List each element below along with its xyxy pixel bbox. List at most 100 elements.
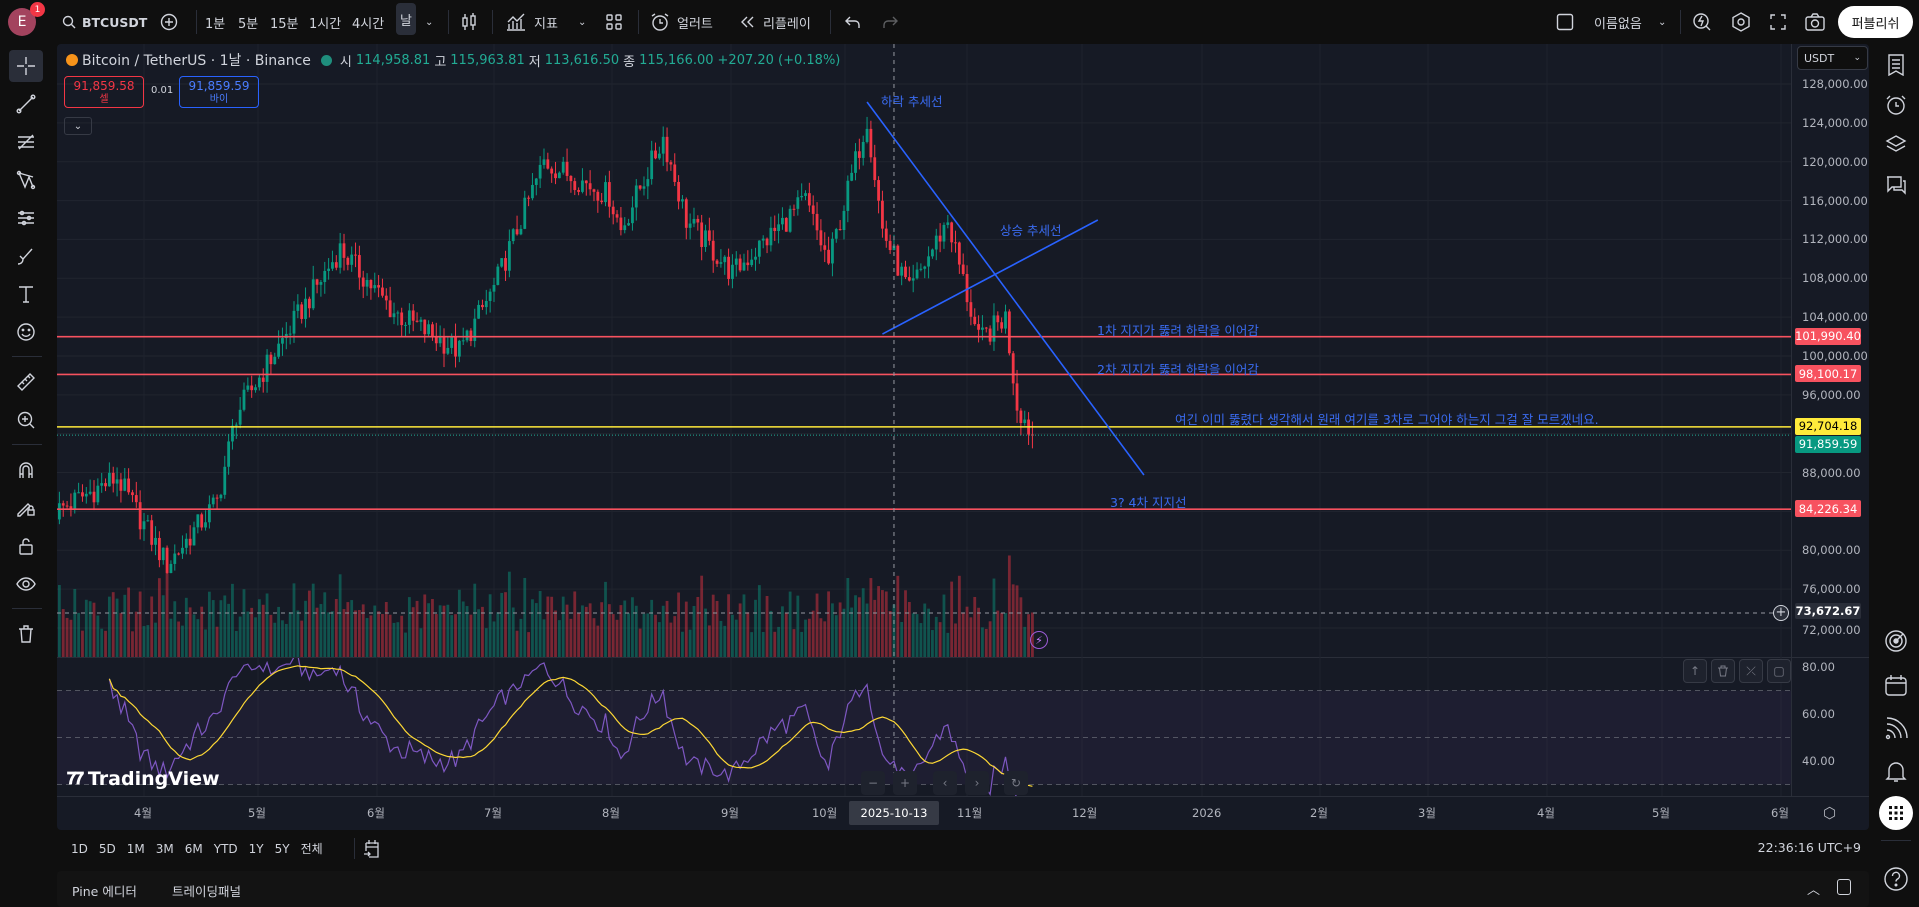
range-전체[interactable]: 전체	[300, 842, 323, 856]
fullscreen-button[interactable]	[1770, 0, 1786, 44]
currency-selector[interactable]: USDT ⌄	[1797, 46, 1868, 70]
redo-icon	[883, 16, 898, 28]
interval-1d-active[interactable]: 날	[396, 3, 416, 35]
candle-body	[465, 330, 469, 341]
interval-dropdown-chevron[interactable]: ⌄	[425, 16, 434, 28]
trendline-tool[interactable]	[9, 88, 43, 120]
measure-tool[interactable]	[9, 366, 43, 398]
undo-button[interactable]	[845, 0, 861, 44]
layout-button[interactable]	[1556, 0, 1574, 44]
crosshair-tool[interactable]	[9, 50, 43, 82]
time-axis-settings-icon[interactable]: ⬡	[1823, 804, 1837, 822]
text-tool[interactable]	[9, 278, 43, 310]
move-pane-up-button[interactable]: ↑	[1683, 659, 1707, 683]
volume-bar	[54, 609, 57, 657]
buy-button[interactable]: 91,859.59 바이	[179, 76, 259, 108]
range-3m[interactable]: 3M	[155, 841, 174, 856]
zoom-tool[interactable]	[9, 404, 43, 436]
range-ytd[interactable]: YTD	[213, 841, 238, 856]
range-6m[interactable]: 6M	[184, 841, 203, 856]
interval-1m[interactable]: 1분	[205, 16, 226, 32]
range-1y[interactable]: 1Y	[248, 841, 264, 856]
volume-bar	[223, 595, 227, 657]
chart-type-button[interactable]	[460, 0, 478, 44]
range-1d[interactable]: 1D	[71, 841, 88, 856]
calendar-button[interactable]	[1881, 670, 1911, 700]
range-1m[interactable]: 1M	[126, 841, 145, 856]
watchlist-button[interactable]	[1881, 50, 1911, 80]
drawings[interactable]	[57, 101, 1791, 511]
maximize-panel-icon[interactable]	[1837, 879, 1851, 895]
help-button[interactable]	[1881, 864, 1911, 894]
interval-4h[interactable]: 4시간	[352, 16, 385, 32]
range-5d[interactable]: 5D	[98, 841, 116, 856]
legend-collapse-button[interactable]: ⌄	[64, 117, 92, 135]
volume-bar	[484, 628, 488, 657]
candle-body	[654, 150, 657, 159]
candle-body	[257, 377, 261, 388]
pane-divider[interactable]	[57, 657, 1869, 658]
candle-body	[781, 217, 784, 225]
candle-body	[511, 229, 515, 242]
symbol-title[interactable]: Bitcoin / TetherUS · 1날 · Binance	[82, 53, 311, 69]
hotlists-button[interactable]	[1881, 626, 1911, 656]
quick-search-button[interactable]	[1692, 0, 1712, 44]
compare-symbol-button[interactable]	[160, 0, 178, 44]
apps-button[interactable]	[1879, 796, 1913, 830]
settings-button[interactable]	[1731, 0, 1751, 44]
indicators-dropdown[interactable]: ⌄	[578, 16, 587, 28]
scroll-left-button[interactable]: ‹	[933, 771, 957, 795]
tab-trading-panel[interactable]: 트레이딩패널	[172, 884, 242, 899]
zoom-in-button[interactable]: +	[893, 771, 917, 795]
level-note: 여긴 이미 뚫렸다 생각해서 원래 여기를 3차로 그어야 하는지 그걸 잘 모…	[1175, 412, 1599, 427]
time-tick: 6월	[367, 806, 385, 820]
range-5y[interactable]: 5Y	[274, 841, 290, 856]
symbol-search[interactable]: BTCUSDT	[62, 0, 147, 44]
publish-button[interactable]: 퍼블리쉬	[1838, 6, 1913, 38]
alert-button[interactable]: 얼러트	[650, 0, 713, 44]
chart-area[interactable]	[57, 44, 1869, 830]
remove-drawings-tool[interactable]	[9, 618, 43, 650]
scroll-right-button[interactable]: ›	[965, 771, 989, 795]
magnet-tool[interactable]	[9, 454, 43, 486]
redo-button[interactable]	[882, 0, 898, 44]
collapse-pane-button[interactable]: ⤫	[1739, 659, 1763, 683]
lock-tool[interactable]	[9, 530, 43, 562]
candle-body	[907, 277, 911, 281]
templates-button[interactable]	[606, 0, 622, 44]
reset-chart-button[interactable]: ↻	[1004, 771, 1028, 795]
pattern-tool[interactable]	[9, 164, 43, 196]
replay-button[interactable]: 리플레이	[740, 0, 811, 44]
interval-15m[interactable]: 15분	[270, 16, 299, 32]
lightning-icon[interactable]: ⚡	[1030, 631, 1048, 649]
forecast-tool[interactable]	[9, 202, 43, 234]
timezone-clock[interactable]: 22:36:16 UTC+9	[1757, 840, 1861, 855]
layout-dropdown[interactable]: ⌄	[1658, 16, 1667, 28]
interval-1h[interactable]: 1시간	[309, 16, 342, 32]
notifications-button[interactable]	[1881, 756, 1911, 786]
brush-tool[interactable]	[9, 240, 43, 272]
layout-name[interactable]: 이름없음	[1594, 16, 1642, 32]
object-tree-button[interactable]	[1881, 130, 1911, 160]
screenshot-button[interactable]	[1805, 0, 1825, 44]
volume-bar	[157, 578, 161, 657]
sell-button[interactable]: 91,859.58 셀	[64, 76, 144, 108]
tab-pine-editor[interactable]: Pine 에디터	[72, 884, 137, 899]
icon-tool[interactable]	[9, 316, 43, 348]
expand-panel-chevron-up-icon[interactable]: ︿	[1807, 883, 1821, 898]
interval-5m[interactable]: 5분	[238, 16, 259, 32]
goto-date-button[interactable]	[363, 839, 381, 863]
rsi-pane	[108, 658, 1033, 796]
news-button[interactable]	[1881, 714, 1911, 744]
alerts-button[interactable]	[1881, 90, 1911, 120]
fib-tool[interactable]	[9, 126, 43, 158]
zoom-out-button[interactable]: −	[861, 771, 885, 795]
lock-drawings-tool[interactable]	[9, 492, 43, 524]
delete-pane-button[interactable]	[1711, 659, 1735, 683]
chat-button[interactable]	[1881, 170, 1911, 200]
maximize-pane-button[interactable]: ▢	[1767, 659, 1791, 683]
hide-drawings-tool[interactable]	[9, 568, 43, 600]
add-alert-plus-icon[interactable]: +	[1773, 605, 1789, 621]
indicators-button[interactable]: 지표	[506, 0, 558, 44]
